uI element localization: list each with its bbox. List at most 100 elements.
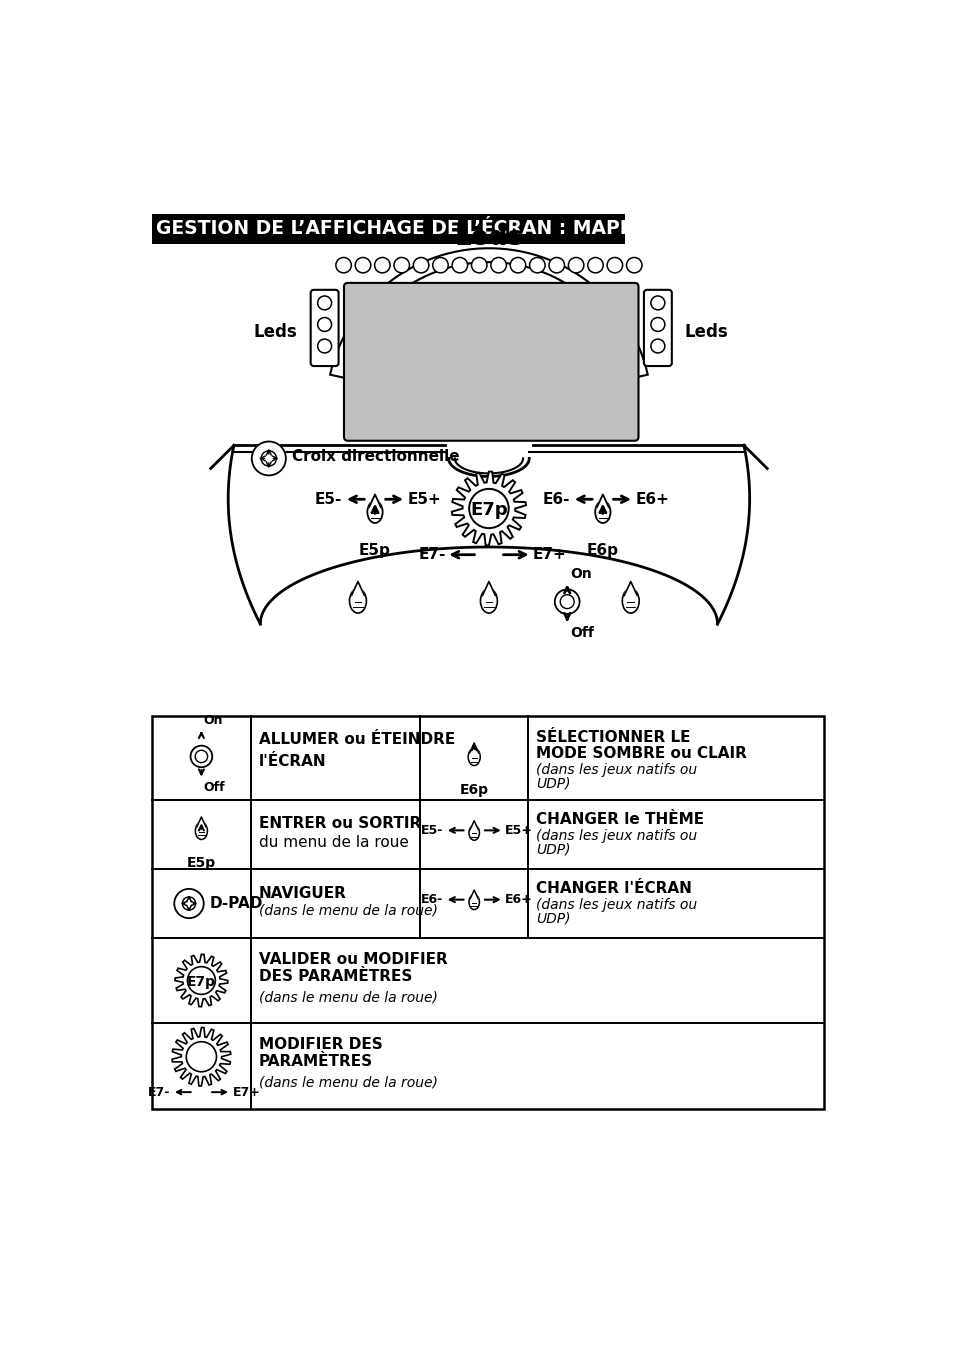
Text: (dans le menu de la roue): (dans le menu de la roue) (258, 903, 437, 918)
Polygon shape (369, 494, 380, 508)
Text: On: On (204, 714, 223, 728)
Text: SÉLECTIONNER LE: SÉLECTIONNER LE (536, 730, 690, 745)
Ellipse shape (367, 501, 382, 522)
Text: Leds: Leds (253, 323, 297, 340)
Text: MODIFIER DES: MODIFIER DES (258, 1037, 382, 1052)
Text: E6-: E6- (542, 491, 570, 506)
Text: E6p: E6p (586, 543, 618, 559)
Bar (152, 215, 624, 243)
Circle shape (469, 489, 508, 528)
Text: E5+: E5+ (505, 824, 533, 837)
Circle shape (433, 258, 448, 273)
Text: E6p: E6p (459, 783, 488, 798)
Polygon shape (351, 582, 364, 595)
Polygon shape (597, 494, 608, 508)
Circle shape (471, 258, 486, 273)
Text: UDP): UDP) (536, 842, 570, 857)
Text: (dans le menu de la roue): (dans le menu de la roue) (258, 991, 437, 1004)
Text: E6-: E6- (420, 894, 443, 906)
Text: Off: Off (570, 626, 594, 640)
Text: E5p: E5p (187, 856, 215, 869)
Ellipse shape (621, 589, 639, 613)
Polygon shape (174, 954, 228, 1007)
Polygon shape (469, 743, 478, 753)
Text: (dans les jeux natifs ou: (dans les jeux natifs ou (536, 898, 697, 913)
Polygon shape (623, 582, 637, 595)
Circle shape (650, 339, 664, 352)
Circle shape (548, 258, 564, 273)
Circle shape (529, 258, 544, 273)
Circle shape (491, 258, 506, 273)
Text: PARAMÈTRES: PARAMÈTRES (258, 1053, 373, 1069)
Text: NAVIGUER: NAVIGUER (258, 886, 346, 900)
Circle shape (317, 339, 332, 352)
Circle shape (317, 317, 332, 331)
Circle shape (261, 451, 276, 466)
Circle shape (186, 1042, 216, 1072)
Circle shape (587, 258, 602, 273)
Text: E5p: E5p (358, 543, 391, 559)
Polygon shape (172, 1027, 231, 1085)
Circle shape (191, 745, 212, 767)
Text: l'ÉCRAN: l'ÉCRAN (258, 753, 326, 768)
Text: E5+: E5+ (407, 491, 441, 506)
Circle shape (317, 296, 332, 310)
Text: E7+: E7+ (532, 547, 565, 562)
Text: Off: Off (204, 782, 225, 794)
Circle shape (174, 888, 204, 918)
Ellipse shape (349, 589, 366, 613)
FancyBboxPatch shape (344, 284, 638, 440)
Text: CHANGER le THÈME: CHANGER le THÈME (536, 811, 703, 828)
Text: UDP): UDP) (536, 776, 570, 791)
Circle shape (355, 258, 371, 273)
Polygon shape (330, 248, 647, 378)
Circle shape (555, 590, 579, 614)
Text: (dans le menu de la roue): (dans le menu de la roue) (258, 1075, 437, 1089)
Polygon shape (482, 582, 495, 595)
Circle shape (252, 441, 286, 475)
Text: (dans les jeux natifs ou: (dans les jeux natifs ou (536, 829, 697, 842)
Polygon shape (452, 471, 525, 545)
Text: Croix directionnelle: Croix directionnelle (292, 450, 459, 464)
Circle shape (559, 595, 574, 609)
Circle shape (187, 967, 215, 995)
Text: On: On (570, 567, 592, 580)
Text: (dans les jeux natifs ou: (dans les jeux natifs ou (536, 763, 697, 776)
Text: E7-: E7- (148, 1085, 171, 1099)
Circle shape (606, 258, 622, 273)
Text: MODE SOMBRE ou CLAIR: MODE SOMBRE ou CLAIR (536, 745, 746, 760)
Circle shape (650, 296, 664, 310)
Ellipse shape (469, 825, 479, 840)
Circle shape (182, 896, 195, 910)
Text: D-PAD: D-PAD (209, 896, 262, 911)
Ellipse shape (469, 895, 479, 910)
Text: UDP): UDP) (536, 913, 570, 926)
Text: VALIDER ou MODIFIER: VALIDER ou MODIFIER (258, 952, 447, 967)
Circle shape (195, 751, 208, 763)
FancyBboxPatch shape (311, 290, 338, 366)
Circle shape (568, 258, 583, 273)
FancyBboxPatch shape (643, 290, 671, 366)
Text: E7-: E7- (417, 547, 445, 562)
Text: E5-: E5- (314, 491, 342, 506)
Polygon shape (196, 817, 206, 828)
Text: DES PARAMÈTRES: DES PARAMÈTRES (258, 969, 412, 984)
Text: Leds: Leds (454, 225, 523, 251)
Text: CHANGER l'ÉCRAN: CHANGER l'ÉCRAN (536, 882, 691, 896)
Text: GESTION DE L’AFFICHAGE DE L’ÉCRAN : MAPPING: GESTION DE L’AFFICHAGE DE L’ÉCRAN : MAPP… (156, 220, 671, 239)
Text: E7p: E7p (187, 975, 215, 990)
Circle shape (626, 258, 641, 273)
Ellipse shape (195, 822, 207, 840)
Ellipse shape (595, 501, 610, 522)
Text: ENTRER ou SORTIR: ENTRER ou SORTIR (258, 817, 420, 832)
Ellipse shape (480, 589, 497, 613)
Circle shape (375, 258, 390, 273)
Text: E6+: E6+ (635, 491, 669, 506)
Ellipse shape (468, 748, 479, 765)
Circle shape (510, 258, 525, 273)
Text: du menu de la roue: du menu de la roue (258, 836, 408, 850)
Text: E7p: E7p (470, 501, 507, 518)
Bar (152, 717, 823, 1110)
Circle shape (452, 258, 467, 273)
Text: Leds: Leds (684, 323, 728, 340)
